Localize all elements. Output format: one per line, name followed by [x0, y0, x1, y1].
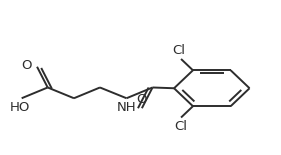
- Text: Cl: Cl: [175, 120, 187, 133]
- Text: O: O: [21, 59, 32, 72]
- Text: O: O: [137, 93, 147, 106]
- Text: Cl: Cl: [172, 44, 185, 57]
- Text: NH: NH: [117, 101, 136, 114]
- Text: HO: HO: [10, 101, 30, 114]
